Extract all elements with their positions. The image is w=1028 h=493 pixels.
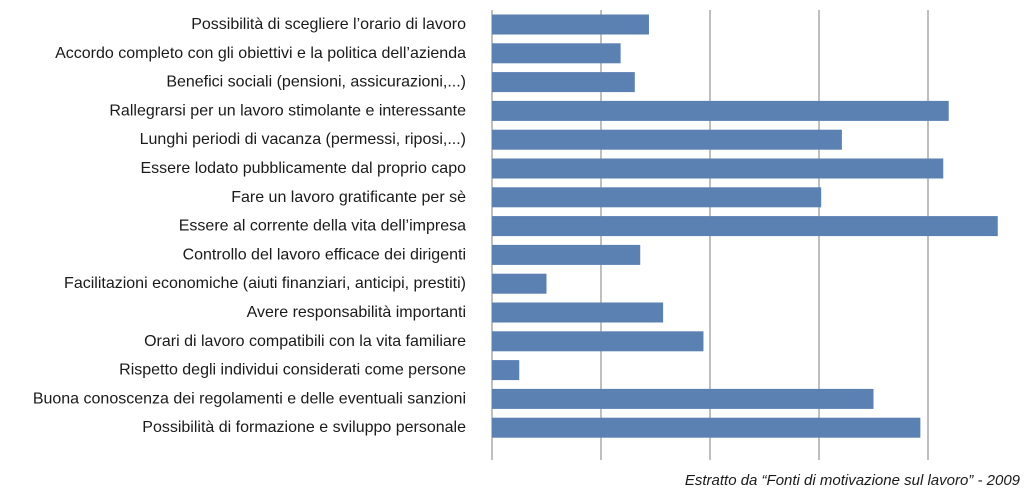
bar [492, 417, 921, 438]
category-label: Facilitazioni economiche (aiuti finanzia… [64, 275, 466, 292]
bar [492, 14, 649, 35]
category-label: Essere al corrente della vita dell’impre… [179, 218, 466, 235]
bar [492, 187, 822, 208]
bar [492, 273, 547, 294]
bar [492, 158, 944, 179]
bar [492, 216, 998, 237]
category-label: Essere lodato pubblicamente dal proprio … [140, 160, 466, 177]
bar [492, 302, 664, 323]
bar [492, 72, 635, 93]
category-label: Orari di lavoro compatibili con la vita … [144, 333, 466, 350]
bar [492, 129, 842, 150]
category-label: Benefici sociali (pensioni, assicurazion… [166, 74, 466, 91]
category-label: Avere responsabilità importanti [247, 304, 466, 321]
category-labels: Possibilità di scegliere l’orario di lav… [33, 16, 466, 436]
source-note: Estratto da “Fonti di motivazione sul la… [684, 472, 1020, 489]
bar [492, 43, 621, 64]
category-label: Lunghi periodi di vacanza (permessi, rip… [140, 131, 466, 148]
category-label: Rallegrarsi per un lavoro stimolante e i… [109, 102, 466, 119]
bar [492, 360, 520, 381]
category-label: Possibilità di formazione e sviluppo per… [142, 419, 466, 436]
category-label: Accordo completo con gli obiettivi e la … [55, 45, 466, 62]
category-label: Possibilità di scegliere l’orario di lav… [191, 16, 466, 33]
category-label: Fare un lavoro gratificante per sè [231, 189, 466, 206]
bar [492, 244, 641, 265]
category-label: Buona conoscenza dei regolamenti e delle… [33, 390, 466, 407]
bar [492, 388, 874, 409]
bar [492, 331, 704, 352]
bars [492, 14, 998, 438]
category-label: Rispetto degli individui considerati com… [119, 362, 466, 379]
bar [492, 100, 949, 121]
category-label: Controllo del lavoro efficace dei dirige… [183, 246, 466, 263]
